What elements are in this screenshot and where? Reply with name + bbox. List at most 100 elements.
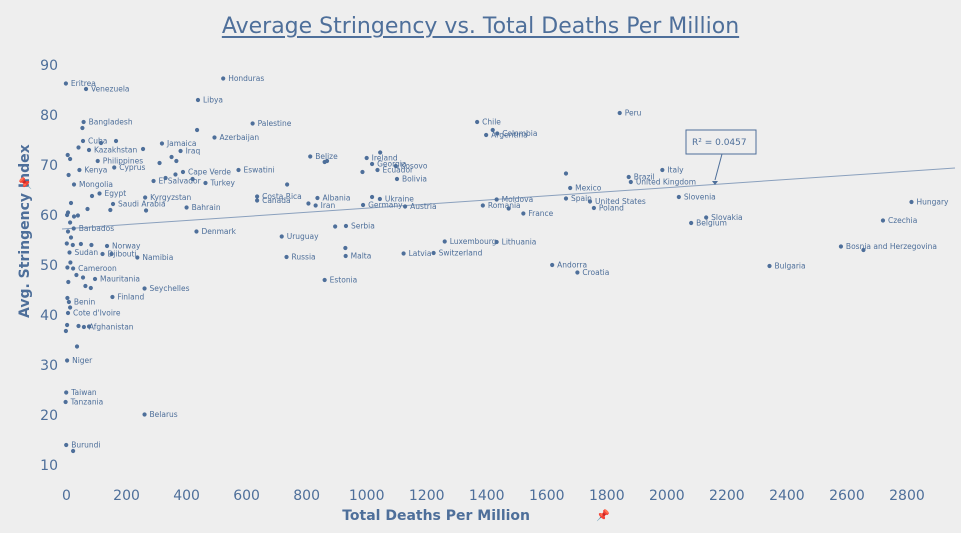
data-point[interactable] xyxy=(880,218,886,223)
data-point[interactable] xyxy=(676,194,681,200)
data-point[interactable] xyxy=(169,154,174,160)
data-point[interactable] xyxy=(767,263,772,269)
data-point[interactable] xyxy=(587,199,593,204)
data-point[interactable] xyxy=(77,167,82,173)
data-point[interactable] xyxy=(80,125,85,131)
data-point[interactable] xyxy=(343,245,348,251)
data-point[interactable] xyxy=(333,224,338,229)
data-point[interactable] xyxy=(108,207,113,213)
data-point[interactable] xyxy=(142,286,147,291)
data-point[interactable] xyxy=(97,191,102,196)
data-point[interactable] xyxy=(279,234,284,239)
data-point[interactable] xyxy=(135,255,140,260)
data-point[interactable] xyxy=(65,265,70,270)
data-point[interactable] xyxy=(68,305,73,310)
data-point[interactable] xyxy=(313,203,318,208)
data-point[interactable] xyxy=(76,145,81,150)
data-point[interactable] xyxy=(143,195,148,200)
data-point[interactable] xyxy=(63,399,68,405)
data-point[interactable] xyxy=(83,283,88,289)
data-point[interactable] xyxy=(174,158,179,164)
data-point[interactable] xyxy=(563,171,569,176)
data-point[interactable] xyxy=(194,127,200,133)
data-point[interactable] xyxy=(71,448,76,454)
data-point[interactable] xyxy=(322,159,327,165)
data-point[interactable] xyxy=(71,266,76,271)
data-point[interactable] xyxy=(431,250,436,256)
data-point[interactable] xyxy=(315,195,320,201)
data-point[interactable] xyxy=(180,169,186,175)
data-point[interactable] xyxy=(98,140,104,146)
data-point[interactable] xyxy=(308,154,313,159)
data-point[interactable] xyxy=(151,178,156,184)
data-point[interactable] xyxy=(480,203,485,208)
data-point[interactable] xyxy=(75,213,81,218)
data-point[interactable] xyxy=(190,176,195,182)
data-point[interactable] xyxy=(495,131,500,136)
data-point[interactable] xyxy=(660,167,665,173)
data-point[interactable] xyxy=(66,172,71,178)
data-point[interactable] xyxy=(92,276,98,282)
data-point[interactable] xyxy=(86,324,92,329)
x-axis-pin-icon[interactable]: 📌 xyxy=(596,508,610,522)
data-point[interactable] xyxy=(861,247,866,253)
data-point[interactable] xyxy=(88,285,93,291)
data-point[interactable] xyxy=(112,165,117,170)
data-point[interactable] xyxy=(221,76,226,81)
data-point[interactable] xyxy=(490,127,495,133)
data-point[interactable] xyxy=(68,156,73,162)
data-point[interactable] xyxy=(65,295,70,301)
data-point[interactable] xyxy=(89,242,94,248)
data-point[interactable] xyxy=(65,310,71,316)
data-point[interactable] xyxy=(402,204,408,209)
data-point[interactable] xyxy=(401,251,406,256)
data-point[interactable] xyxy=(85,206,90,212)
data-point[interactable] xyxy=(81,324,87,330)
data-point[interactable] xyxy=(285,182,290,187)
data-point[interactable] xyxy=(113,138,119,144)
data-point[interactable] xyxy=(143,208,149,213)
data-point[interactable] xyxy=(494,197,499,202)
data-point[interactable] xyxy=(86,147,92,153)
data-point[interactable] xyxy=(184,205,189,210)
data-point[interactable] xyxy=(378,150,383,155)
data-point[interactable] xyxy=(104,243,110,249)
data-point[interactable] xyxy=(68,200,74,206)
data-point[interactable] xyxy=(64,442,69,448)
data-point[interactable] xyxy=(64,241,69,246)
data-point[interactable] xyxy=(393,163,398,169)
data-point[interactable] xyxy=(506,206,511,211)
data-point[interactable] xyxy=(626,174,631,180)
data-point[interactable] xyxy=(563,196,569,201)
data-point[interactable] xyxy=(575,270,580,275)
data-point[interactable] xyxy=(68,220,73,225)
data-point[interactable] xyxy=(71,214,77,219)
data-point[interactable] xyxy=(80,138,86,144)
data-point[interactable] xyxy=(689,220,694,226)
data-point[interactable] xyxy=(109,251,114,257)
data-point[interactable] xyxy=(70,242,75,248)
data-point[interactable] xyxy=(255,198,260,203)
data-point[interactable] xyxy=(628,179,633,185)
data-point[interactable] xyxy=(78,241,84,247)
data-point[interactable] xyxy=(475,119,480,125)
data-point[interactable] xyxy=(67,250,72,255)
data-point[interactable] xyxy=(442,239,447,244)
data-point[interactable] xyxy=(68,235,74,240)
data-point[interactable] xyxy=(81,119,86,125)
data-point[interactable] xyxy=(142,412,147,417)
data-point[interactable] xyxy=(163,175,168,181)
data-point[interactable] xyxy=(76,323,81,329)
data-point[interactable] xyxy=(74,272,79,278)
data-point[interactable] xyxy=(369,161,375,167)
data-point[interactable] xyxy=(838,244,844,249)
data-point[interactable] xyxy=(255,194,260,199)
data-point[interactable] xyxy=(65,358,70,363)
data-point[interactable] xyxy=(343,223,349,229)
data-point[interactable] xyxy=(617,110,622,116)
data-point[interactable] xyxy=(484,132,489,138)
data-point[interactable] xyxy=(250,121,255,126)
data-point[interactable] xyxy=(65,229,71,234)
data-point[interactable] xyxy=(63,81,69,86)
y-axis-pin-icon[interactable]: 📌 xyxy=(18,176,32,190)
